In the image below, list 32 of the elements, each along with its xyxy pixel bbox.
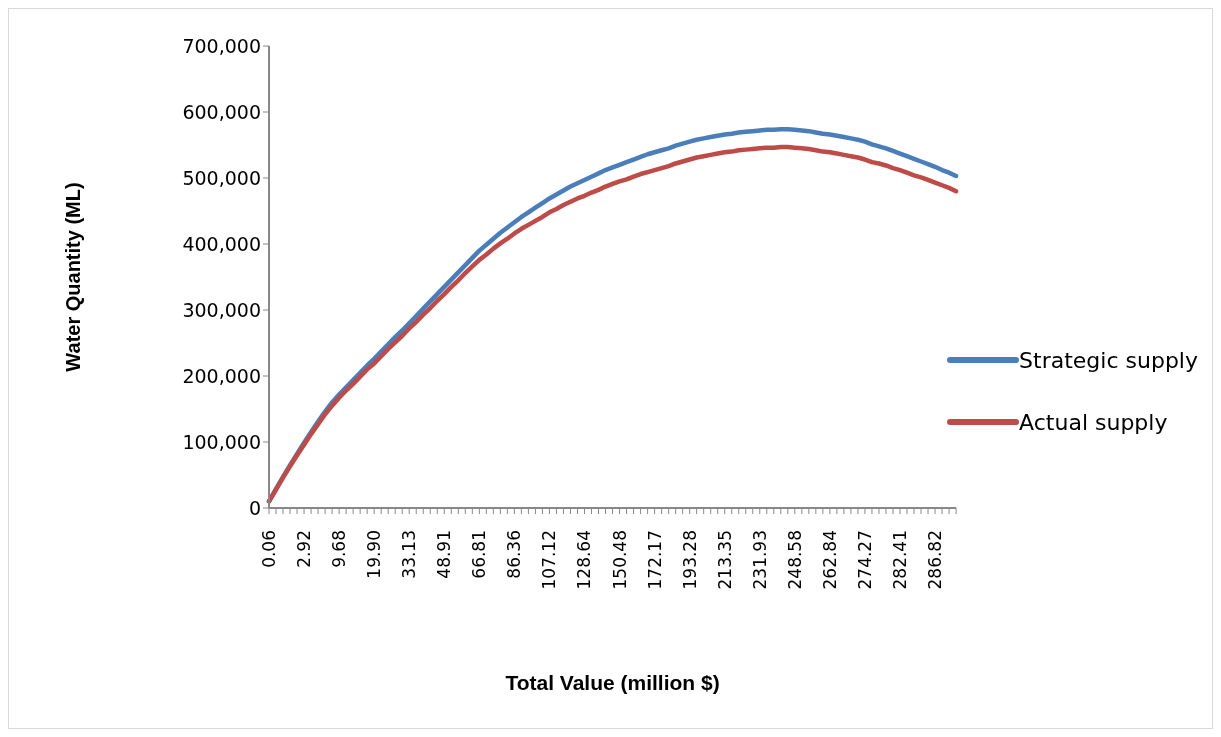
y-tick-label: 500,000 bbox=[182, 166, 261, 189]
x-tick-label: 107.12 bbox=[539, 530, 560, 590]
y-axis-title: Water Quantity (ML) bbox=[62, 182, 85, 372]
y-tick-label: 0 bbox=[248, 496, 261, 519]
x-tick-label: 9.68 bbox=[329, 530, 350, 568]
y-tick-label: 700,000 bbox=[182, 34, 261, 57]
x-tick-label: 248.58 bbox=[784, 530, 805, 590]
x-tick-label: 274.27 bbox=[854, 530, 875, 590]
x-tick-label: 0.06 bbox=[259, 530, 279, 568]
x-tick-label: 48.91 bbox=[434, 530, 455, 579]
legend-label: Strategic supply bbox=[1019, 347, 1198, 373]
x-axis-title: Total Value (million $) bbox=[505, 671, 720, 694]
x-tick-label: 213.35 bbox=[714, 530, 735, 590]
x-tick-label: 66.81 bbox=[469, 530, 490, 579]
y-tick-label: 300,000 bbox=[182, 298, 261, 321]
x-tick-label: 193.28 bbox=[679, 530, 700, 590]
y-tick-label: 200,000 bbox=[182, 364, 261, 387]
x-tick-label: 128.64 bbox=[574, 530, 595, 590]
x-tick-label: 262.84 bbox=[819, 530, 840, 590]
legend-label: Actual supply bbox=[1019, 409, 1168, 435]
y-tick-label: 100,000 bbox=[182, 430, 261, 453]
y-tick-label: 600,000 bbox=[182, 100, 261, 123]
y-tick-label: 400,000 bbox=[182, 232, 261, 255]
x-tick-label: 172.17 bbox=[644, 530, 665, 590]
x-tick-label: 231.93 bbox=[749, 530, 770, 590]
x-tick-label: 150.48 bbox=[609, 530, 630, 590]
x-tick-label: 19.90 bbox=[364, 530, 385, 579]
x-tick-label: 33.13 bbox=[399, 530, 420, 579]
x-tick-label: 2.92 bbox=[294, 530, 315, 568]
x-tick-label: 86.36 bbox=[504, 530, 525, 579]
x-tick-label: 286.82 bbox=[925, 530, 946, 590]
x-tick-label: 282.41 bbox=[889, 530, 910, 590]
